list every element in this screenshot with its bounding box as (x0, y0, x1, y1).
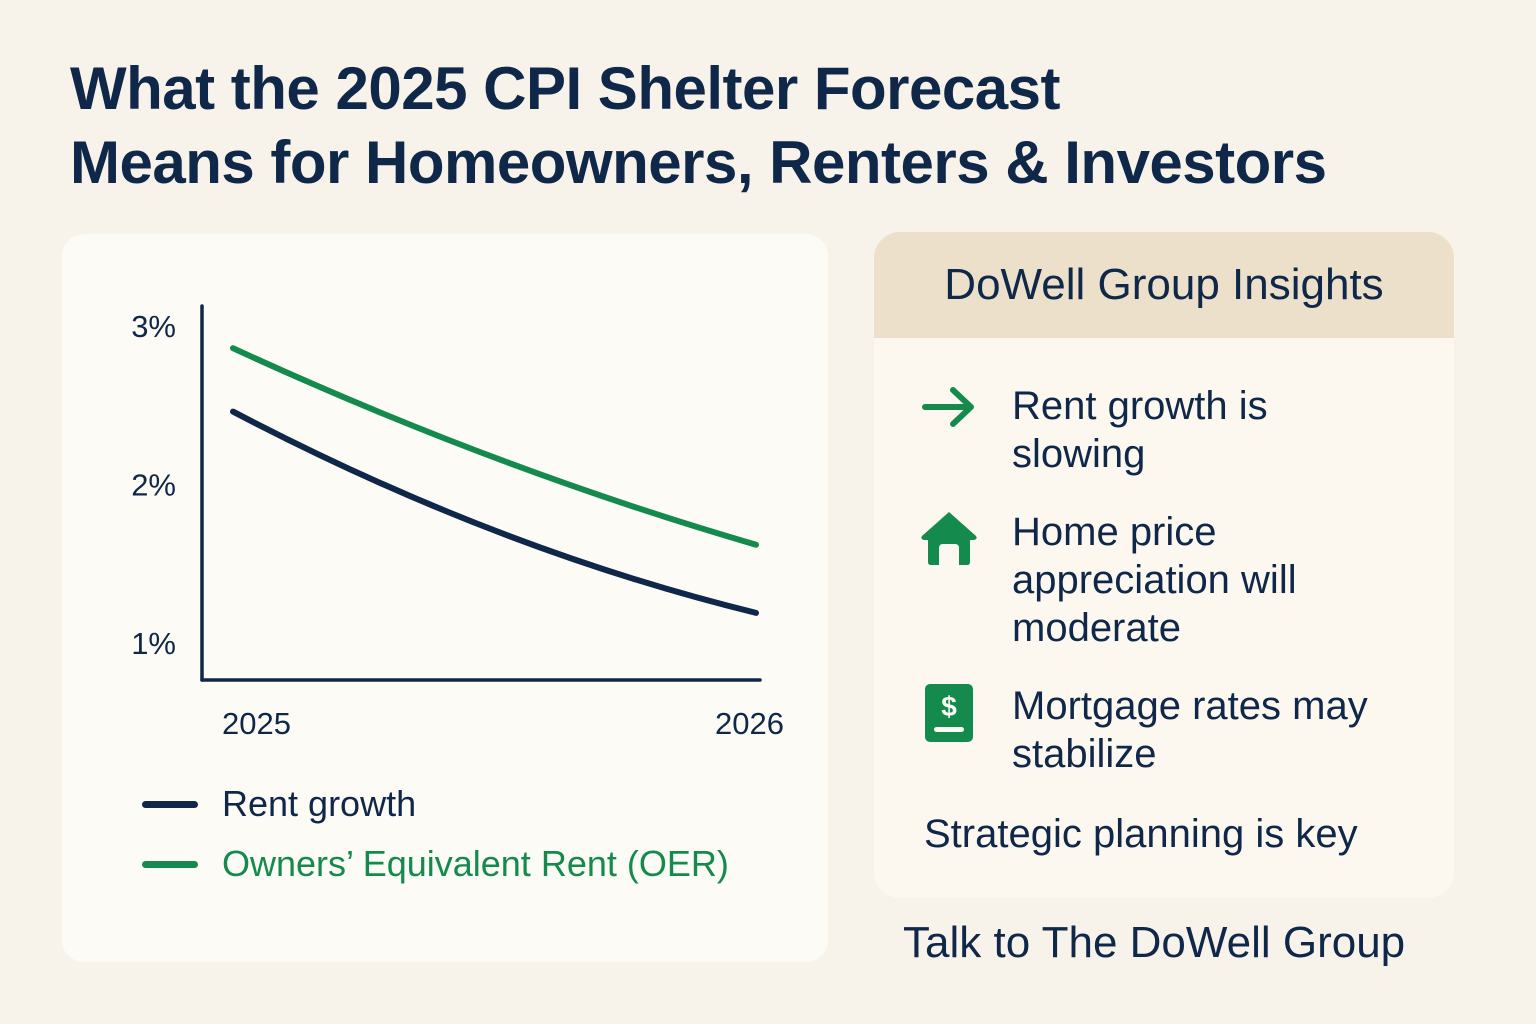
legend-label: Rent growth (222, 783, 417, 824)
page-title-line-1: What the 2025 CPI Shelter Forecast (70, 55, 1061, 122)
contact-cta-link[interactable]: Talk to The DoWell Group (903, 918, 1406, 967)
insight-text: Mortgage rates may stabilize (1012, 684, 1368, 776)
insight-text: Home price appreciation will moderate (1012, 510, 1297, 650)
line-chart: 3% 2% 1% 2025 2026 (131, 304, 784, 741)
chart-card: 3% 2% 1% 2025 2026 Rent growth Owners’ Equi… (62, 234, 828, 962)
x-tick-label: 2026 (715, 706, 784, 741)
insights-header: DoWell Group Insights (874, 232, 1454, 338)
insight-text: Rent growth is slowing (1012, 384, 1268, 476)
legend-label: Owners’ Equivalent Rent (OER) (222, 843, 729, 884)
legend-item-oer: Owners’ Equivalent Rent (OER) (142, 834, 729, 894)
house-icon (914, 508, 984, 568)
series-line-oer (230, 345, 759, 548)
insights-card: DoWell Group Insights Rent growth is slo… (874, 232, 1454, 898)
y-tick-label: 2% (131, 468, 176, 503)
x-tick-label: 2025 (222, 706, 291, 741)
chart-legend: Rent growth Owners’ Equivalent Rent (OER… (142, 774, 729, 894)
arrow-right-icon (914, 382, 984, 442)
y-tick-label: 3% (131, 309, 176, 344)
legend-swatch-oer (142, 860, 198, 868)
page-title: What the 2025 CPI Shelter Forecast Means… (70, 52, 1490, 200)
page-title-line-2: Means for Homeowners, Renters & Investor… (70, 129, 1327, 196)
insight-mortgage: $ Mortgage rates may stabilize (914, 682, 1412, 778)
insights-title: DoWell Group Insights (944, 260, 1384, 309)
insight-home-price: Home price appreciation will moderate (914, 508, 1412, 652)
series-line-rent-growth (230, 408, 759, 616)
legend-item-rent-growth: Rent growth (142, 774, 729, 834)
svg-text:$: $ (941, 691, 957, 722)
insights-footer: Strategic planning is key (924, 812, 1358, 856)
insight-rent-growth: Rent growth is slowing (914, 382, 1412, 478)
dollar-document-icon: $ (914, 682, 984, 742)
y-tick-label: 1% (131, 626, 176, 661)
legend-swatch-rent-growth (142, 800, 198, 808)
